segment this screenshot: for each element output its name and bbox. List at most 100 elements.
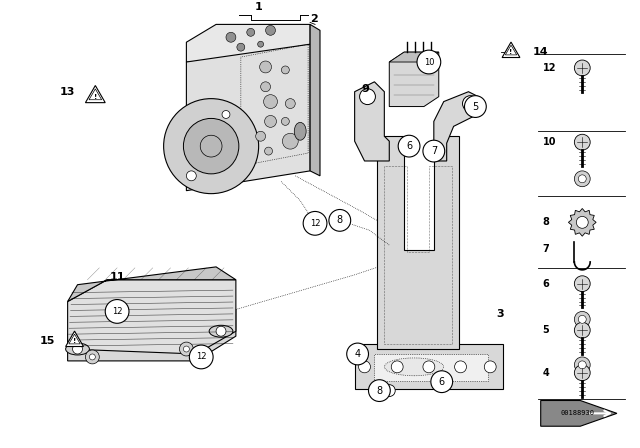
Polygon shape bbox=[568, 208, 596, 236]
Text: 10: 10 bbox=[424, 57, 434, 66]
Polygon shape bbox=[186, 24, 310, 62]
Text: 4: 4 bbox=[543, 368, 549, 378]
Text: 12: 12 bbox=[543, 63, 556, 73]
Circle shape bbox=[574, 357, 590, 373]
Circle shape bbox=[423, 140, 445, 162]
Circle shape bbox=[85, 350, 99, 364]
Circle shape bbox=[303, 211, 327, 235]
Circle shape bbox=[184, 346, 189, 352]
Text: 8: 8 bbox=[337, 215, 343, 225]
Polygon shape bbox=[355, 82, 389, 161]
Circle shape bbox=[216, 326, 226, 336]
Text: 12: 12 bbox=[196, 353, 207, 362]
Circle shape bbox=[282, 133, 298, 149]
Circle shape bbox=[164, 99, 259, 194]
Circle shape bbox=[574, 311, 590, 327]
Circle shape bbox=[484, 361, 496, 373]
Ellipse shape bbox=[209, 325, 233, 337]
Text: 7: 7 bbox=[431, 146, 437, 156]
Circle shape bbox=[184, 118, 239, 174]
Circle shape bbox=[579, 315, 586, 323]
Text: !: ! bbox=[93, 94, 97, 100]
Circle shape bbox=[72, 344, 83, 354]
Circle shape bbox=[264, 95, 278, 108]
Text: !: ! bbox=[509, 49, 513, 56]
Text: 5: 5 bbox=[543, 325, 549, 335]
Polygon shape bbox=[502, 42, 520, 57]
Circle shape bbox=[258, 41, 264, 47]
Circle shape bbox=[90, 354, 95, 360]
Circle shape bbox=[369, 380, 390, 401]
Text: 1: 1 bbox=[255, 1, 262, 12]
Circle shape bbox=[226, 32, 236, 42]
Polygon shape bbox=[68, 267, 236, 302]
Circle shape bbox=[574, 276, 590, 292]
Text: 9: 9 bbox=[362, 84, 369, 94]
Text: 12: 12 bbox=[112, 307, 122, 316]
Polygon shape bbox=[66, 331, 83, 346]
Circle shape bbox=[260, 82, 271, 92]
Text: 3: 3 bbox=[496, 310, 504, 319]
Circle shape bbox=[222, 111, 230, 118]
Circle shape bbox=[465, 96, 486, 117]
Text: 00188930: 00188930 bbox=[561, 410, 595, 416]
Circle shape bbox=[247, 28, 255, 36]
Circle shape bbox=[329, 210, 351, 231]
Text: 13: 13 bbox=[60, 87, 76, 97]
Circle shape bbox=[360, 89, 376, 104]
Polygon shape bbox=[68, 280, 236, 354]
Circle shape bbox=[189, 345, 213, 369]
Text: 14: 14 bbox=[532, 47, 548, 57]
Circle shape bbox=[574, 171, 590, 187]
Circle shape bbox=[463, 96, 478, 112]
Text: 6: 6 bbox=[543, 279, 549, 289]
Circle shape bbox=[579, 361, 586, 369]
Polygon shape bbox=[374, 354, 488, 381]
Text: 4: 4 bbox=[355, 349, 361, 359]
Polygon shape bbox=[541, 401, 617, 426]
Text: 8: 8 bbox=[376, 386, 383, 396]
Circle shape bbox=[347, 343, 369, 365]
Circle shape bbox=[574, 60, 590, 76]
Circle shape bbox=[105, 300, 129, 323]
Text: !: ! bbox=[73, 338, 76, 345]
Ellipse shape bbox=[66, 343, 90, 355]
Text: 8: 8 bbox=[543, 217, 550, 227]
Circle shape bbox=[255, 131, 266, 141]
Circle shape bbox=[423, 361, 435, 373]
Text: 10: 10 bbox=[543, 137, 556, 147]
Text: 7: 7 bbox=[543, 244, 549, 254]
Circle shape bbox=[574, 365, 590, 381]
Circle shape bbox=[264, 116, 276, 127]
Circle shape bbox=[285, 99, 295, 108]
Text: 2: 2 bbox=[310, 14, 318, 25]
Circle shape bbox=[260, 61, 271, 73]
Circle shape bbox=[417, 50, 441, 74]
Circle shape bbox=[383, 385, 396, 396]
Text: 6: 6 bbox=[438, 377, 445, 387]
Text: 12: 12 bbox=[310, 219, 320, 228]
Polygon shape bbox=[85, 86, 105, 103]
Ellipse shape bbox=[385, 358, 444, 376]
Circle shape bbox=[264, 147, 273, 155]
Circle shape bbox=[266, 26, 275, 35]
Polygon shape bbox=[378, 136, 458, 349]
Text: 6: 6 bbox=[406, 141, 412, 151]
Circle shape bbox=[431, 371, 452, 392]
Circle shape bbox=[398, 135, 420, 157]
Circle shape bbox=[237, 43, 244, 51]
Text: 11: 11 bbox=[109, 272, 125, 282]
Circle shape bbox=[454, 361, 467, 373]
Circle shape bbox=[579, 175, 586, 183]
Polygon shape bbox=[310, 24, 320, 176]
Circle shape bbox=[179, 342, 193, 356]
Circle shape bbox=[391, 361, 403, 373]
Polygon shape bbox=[186, 44, 310, 191]
Circle shape bbox=[358, 361, 371, 373]
Text: 5: 5 bbox=[472, 102, 479, 112]
Polygon shape bbox=[389, 52, 439, 62]
Ellipse shape bbox=[294, 122, 306, 140]
Circle shape bbox=[574, 322, 590, 338]
Polygon shape bbox=[389, 52, 439, 107]
Circle shape bbox=[282, 117, 289, 125]
